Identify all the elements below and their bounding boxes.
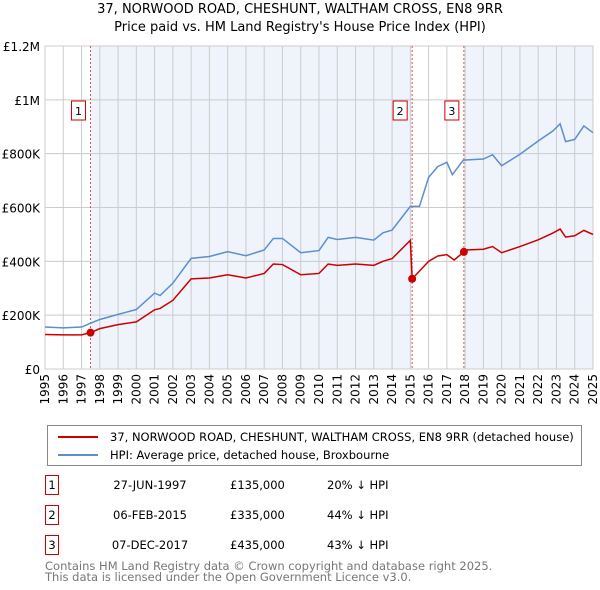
x-tick-label: 2023: [549, 374, 563, 405]
x-tick-label: 2003: [184, 374, 198, 405]
x-tick-label: 2011: [330, 374, 344, 405]
x-tick-label: 2024: [568, 374, 582, 405]
sale-number-badge: 3: [45, 535, 59, 555]
sale-row-3: 3 07-DEC-2017 £435,000 43% ↓ HPI: [45, 535, 545, 557]
sale-row-2: 2 06-FEB-2015 £335,000 44% ↓ HPI: [45, 505, 545, 527]
sale-label-number: 3: [448, 105, 455, 118]
sale-hpi-diff: 43% ↓ HPI: [327, 538, 389, 552]
x-tick-label: 1998: [93, 374, 107, 405]
x-tick-label: 2007: [257, 374, 271, 405]
x-tick-label: 2014: [385, 374, 399, 405]
sale-date: 06-FEB-2015: [113, 508, 187, 522]
x-tick-label: 1996: [56, 374, 70, 405]
footer-licence: This data is licensed under the Open Gov…: [45, 570, 412, 584]
x-tick-label: 2017: [440, 374, 454, 405]
sale-label-box: [392, 100, 408, 121]
x-tick-label: 2001: [148, 374, 162, 405]
x-tick-label: 2010: [312, 374, 326, 405]
sale-number-badge: 1: [45, 475, 59, 495]
sale-number-badge: 2: [45, 505, 59, 525]
x-tick-label: 1999: [111, 374, 125, 405]
x-tick-label: 2004: [202, 374, 216, 405]
x-tick-label: 2020: [495, 374, 509, 405]
sale-row-1: 1 27-JUN-1997 £135,000 20% ↓ HPI: [45, 475, 545, 497]
sale-label-number: 1: [75, 105, 82, 118]
x-tick-label: 1995: [38, 374, 52, 405]
legend-swatch-red: [58, 436, 98, 438]
plot-border: [44, 45, 594, 370]
legend-swatch-blue: [58, 454, 98, 456]
x-tick-label: 2005: [221, 374, 235, 405]
sale-point: [408, 274, 417, 283]
x-tick-label: 2006: [239, 374, 253, 405]
y-tick-label: £600K: [2, 202, 42, 216]
sale-price: £135,000: [230, 478, 285, 492]
x-tick-label: 2016: [422, 374, 436, 405]
x-tick-label: 2012: [349, 374, 363, 405]
sale-label-number: 2: [397, 105, 404, 118]
chart-subtitle: Price paid vs. HM Land Registry's House …: [114, 20, 486, 35]
legend-label-property: 37, NORWOOD ROAD, CHESHUNT, WALTHAM CROS…: [110, 430, 574, 444]
x-tick-label: 2022: [531, 374, 545, 405]
y-tick-label: £1.2M: [3, 40, 40, 54]
y-tick-label: £800K: [2, 148, 42, 162]
chart-legend: 37, NORWOOD ROAD, CHESHUNT, WALTHAM CROS…: [47, 425, 582, 466]
chart-title: 37, NORWOOD ROAD, CHESHUNT, WALTHAM CROS…: [97, 2, 503, 17]
price-chart: 1995 1996 1997 1998 1999 2000 2001 2002 2003 2004…: [2, 40, 600, 405]
x-tick-label: 2021: [513, 374, 527, 405]
y-tick-label: £400K: [2, 255, 42, 269]
y-tick-label: £1M: [14, 94, 40, 108]
x-tick-label: 1997: [75, 374, 89, 405]
legend-item-property: 37, NORWOOD ROAD, CHESHUNT, WALTHAM CROS…: [58, 429, 574, 445]
x-tick-label: 2013: [367, 374, 381, 405]
footer-copyright: Contains HM Land Registry data © Crown c…: [45, 559, 493, 573]
sale-point: [459, 247, 468, 256]
sale-price: £435,000: [230, 538, 285, 552]
x-tick-label: 2015: [403, 374, 417, 405]
sale-hpi-diff: 44% ↓ HPI: [327, 508, 389, 522]
sale-point: [86, 328, 95, 337]
x-tick-label: 2002: [166, 374, 180, 405]
x-tick-label: 2018: [458, 374, 472, 405]
x-tick-label: 2019: [476, 374, 490, 405]
x-tick-label: 2000: [129, 374, 143, 405]
y-tick-label: £0: [25, 363, 40, 377]
series-line: [44, 122, 594, 329]
legend-label-hpi: HPI: Average price, detached house, Brox…: [110, 448, 390, 462]
legend-item-hpi: HPI: Average price, detached house, Brox…: [58, 447, 389, 463]
y-tick-label: £200K: [2, 309, 42, 323]
sale-price: £335,000: [230, 508, 285, 522]
sale-hpi-diff: 20% ↓ HPI: [327, 478, 389, 492]
x-tick-label: 2008: [275, 374, 289, 405]
sale-date: 27-JUN-1997: [113, 478, 187, 492]
x-tick-label: 2009: [294, 374, 308, 405]
x-tick-label: 2025: [586, 374, 600, 405]
sale-date: 07-DEC-2017: [111, 538, 189, 552]
sale-label-box: [70, 100, 86, 121]
series-line: [44, 228, 594, 336]
sale-label-box: [444, 100, 460, 121]
